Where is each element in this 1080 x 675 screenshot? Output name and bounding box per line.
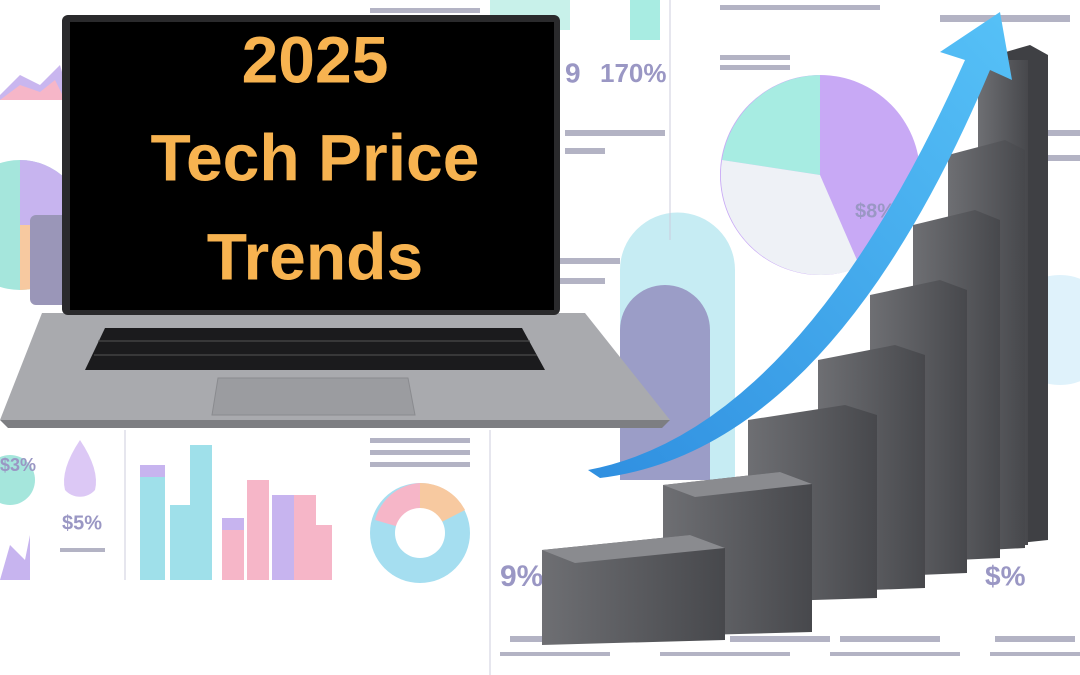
bg-label: 9 xyxy=(565,57,581,88)
bg-label: $% xyxy=(985,560,1026,591)
bg-label: $5% xyxy=(62,512,102,534)
laptop: 2025 Tech Price Trends xyxy=(0,15,670,428)
growth-arrow xyxy=(588,12,1012,478)
bg-label: $3% xyxy=(0,455,36,475)
background-labels: 9 170% $8% 9% $% $5% $3% xyxy=(0,57,1026,593)
bars-3d xyxy=(542,45,1048,645)
bg-label: 170% xyxy=(600,58,667,88)
screen-line: 2025 xyxy=(242,22,389,96)
screen-line: Trends xyxy=(207,219,423,293)
screen-line: Tech Price xyxy=(151,120,480,194)
bg-label: 9% xyxy=(500,560,543,593)
